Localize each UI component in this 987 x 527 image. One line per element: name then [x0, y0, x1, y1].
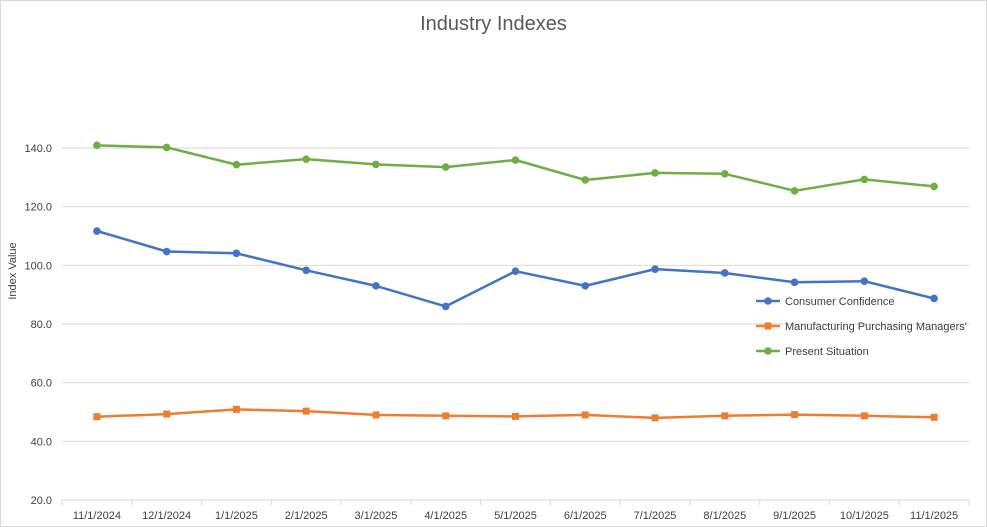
legend-marker: [764, 322, 772, 330]
data-point: [930, 182, 938, 191]
data-point: [930, 294, 938, 303]
x-tick-label: 3/1/2025: [355, 510, 398, 522]
data-point: [860, 277, 869, 285]
x-tick-label: 11/1/2024: [73, 510, 121, 522]
data-point: [441, 302, 450, 311]
data-point: [302, 407, 310, 415]
data-point: [651, 265, 659, 273]
data-point: [511, 156, 520, 164]
data-point: [442, 412, 450, 420]
x-tick-label: 9/1/2025: [773, 510, 816, 522]
data-point: [302, 266, 310, 275]
data-point: [372, 282, 380, 290]
legend-item: Present Situation: [756, 346, 869, 358]
data-point: [232, 405, 240, 413]
data-point: [232, 249, 241, 258]
x-tick-label: 10/1/2025: [840, 510, 889, 522]
data-point: [860, 175, 869, 184]
series-consumer-confidence: [93, 227, 938, 311]
y-tick-label: 20.0: [31, 495, 52, 507]
data-point: [162, 143, 171, 152]
y-tick-label: 60.0: [31, 378, 52, 390]
data-point: [372, 160, 380, 169]
y-axis-title: Index Value: [7, 242, 19, 299]
x-tick-label: 2/1/2025: [285, 510, 328, 522]
data-point: [651, 414, 659, 422]
legend: Consumer Confidence Manufacturing Purchas…: [756, 296, 967, 358]
series-line: [96, 144, 935, 193]
x-tick-label: 7/1/2025: [634, 510, 677, 522]
data-point: [372, 411, 380, 419]
data-point: [581, 411, 589, 419]
data-point: [930, 413, 938, 421]
y-tick-label: 40.0: [31, 436, 52, 448]
legend-item: Consumer Confidence: [756, 296, 894, 308]
data-point: [441, 163, 450, 171]
data-point: [651, 169, 659, 177]
data-point: [791, 411, 799, 419]
x-tick-label: 1/1/2025: [215, 510, 258, 522]
data-point: [790, 278, 799, 287]
data-point: [721, 269, 729, 277]
data-point: [860, 412, 868, 420]
gridlines: [62, 147, 969, 501]
x-axis-ticks: 11/1/2024 12/1/2024 1/1/2025 2/1/2025 3/1/20…: [61, 500, 970, 522]
legend-label: Manufacturing Purchasing Managers': [785, 321, 967, 333]
data-point: [721, 412, 729, 420]
data-point: [93, 141, 101, 150]
chart-title: Industry Indexes: [420, 13, 567, 35]
data-point: [302, 155, 310, 163]
data-point: [163, 410, 171, 418]
x-tick-label: 5/1/2025: [494, 510, 537, 522]
legend-item: Manufacturing Purchasing Managers': [756, 321, 967, 333]
data-point: [511, 267, 520, 276]
data-point: [93, 413, 101, 421]
y-tick-label: 120.0: [24, 202, 52, 214]
data-point: [232, 160, 241, 169]
series-manufacturing-purchasing-managers: [93, 405, 938, 422]
y-tick-label: 80.0: [31, 319, 52, 331]
data-point: [790, 187, 799, 195]
y-tick-label: 140.0: [24, 143, 52, 155]
legend-label: Present Situation: [785, 346, 869, 358]
legend-label: Consumer Confidence: [785, 296, 894, 308]
x-tick-label: 11/1/2025: [910, 510, 958, 522]
x-tick-label: 6/1/2025: [564, 510, 607, 522]
y-axis-ticks: 20.0 40.0 60.0 80.0 100.0 120.0 140.0: [24, 143, 52, 507]
data-point: [581, 176, 590, 184]
data-point: [93, 227, 101, 235]
y-tick-label: 100.0: [24, 260, 52, 272]
series: [93, 141, 938, 422]
data-point: [162, 247, 171, 256]
series-present-situation: [93, 141, 938, 195]
legend-marker: [764, 347, 772, 355]
legend-marker: [764, 297, 772, 305]
x-tick-label: 8/1/2025: [703, 510, 746, 522]
data-point: [512, 412, 519, 420]
x-tick-label: 12/1/2024: [142, 510, 191, 522]
data-point: [721, 170, 729, 178]
data-point: [581, 282, 590, 290]
x-tick-label: 4/1/2025: [424, 510, 467, 522]
